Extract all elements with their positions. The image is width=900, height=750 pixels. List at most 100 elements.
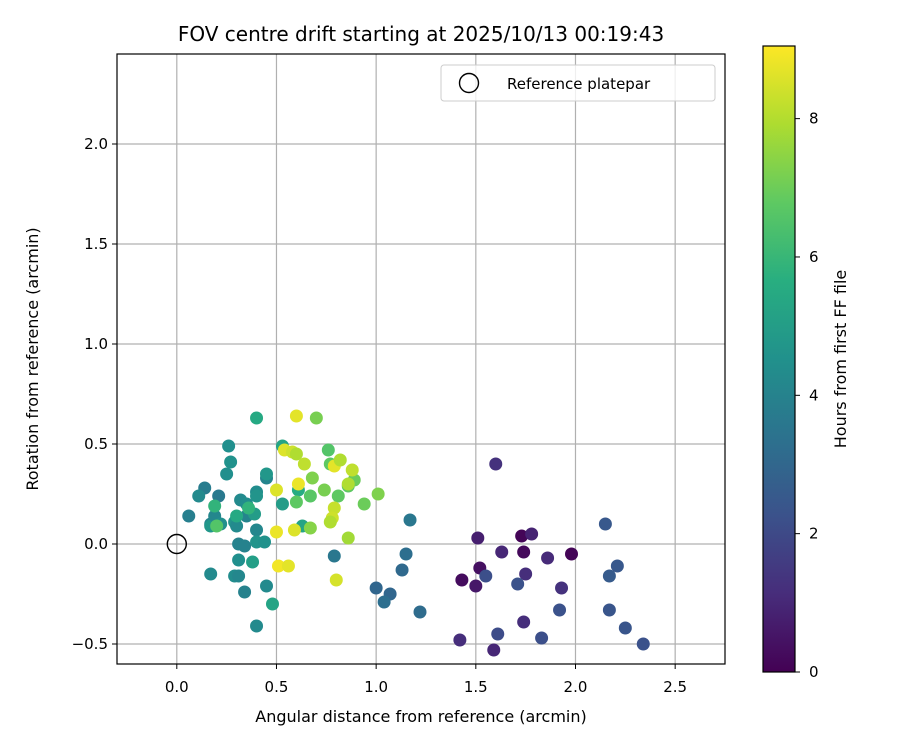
plot-area xyxy=(116,53,726,665)
colorbar-tick-label: 6 xyxy=(809,248,819,266)
data-point xyxy=(222,439,236,453)
data-point xyxy=(238,585,252,599)
data-point xyxy=(250,619,264,633)
x-tick-label: 1.5 xyxy=(464,678,488,696)
data-point xyxy=(517,615,531,629)
data-point xyxy=(525,527,539,541)
data-point xyxy=(258,535,272,549)
data-point xyxy=(453,633,467,647)
data-point xyxy=(491,627,505,641)
data-point xyxy=(327,549,341,563)
colorbar: 0 2 4 6 8 Hours from first FF file xyxy=(762,45,850,681)
data-point xyxy=(323,515,337,529)
data-point xyxy=(487,643,501,657)
data-point xyxy=(403,513,417,527)
colorbar-ticks: 0 2 4 6 8 xyxy=(795,110,819,681)
data-point xyxy=(519,567,533,581)
data-point xyxy=(321,443,335,457)
colorbar-gradient xyxy=(762,45,796,673)
data-point xyxy=(369,581,383,595)
y-tick-label: 2.0 xyxy=(84,135,108,153)
data-point xyxy=(541,551,555,565)
y-tick-label: 0.0 xyxy=(84,535,108,553)
data-point xyxy=(269,525,283,539)
legend: Reference platepar xyxy=(440,64,716,102)
colorbar-tick-label: 8 xyxy=(809,110,819,128)
data-point xyxy=(515,529,529,543)
data-point xyxy=(250,411,264,425)
data-point xyxy=(297,457,311,471)
data-point xyxy=(271,559,285,573)
legend-reference-marker-icon xyxy=(458,72,480,94)
data-point xyxy=(204,567,218,581)
grid xyxy=(117,54,725,664)
colorbar-tick-label: 0 xyxy=(809,663,819,681)
data-point xyxy=(275,497,289,511)
data-point xyxy=(289,495,303,509)
data-point xyxy=(232,553,246,567)
data-point xyxy=(327,501,341,515)
y-tick-label: 1.0 xyxy=(84,335,108,353)
data-point xyxy=(208,499,222,513)
colorbar-tick-label: 2 xyxy=(809,525,819,543)
data-point xyxy=(399,547,413,561)
y-axis-ticks: −0.5 0.0 0.5 1.0 1.5 2.0 xyxy=(72,135,117,653)
data-point xyxy=(479,569,493,583)
data-point xyxy=(192,489,206,503)
data-point xyxy=(269,483,283,497)
data-point xyxy=(535,631,549,645)
data-point xyxy=(517,545,531,559)
data-point xyxy=(395,563,409,577)
data-point xyxy=(610,559,624,573)
data-point xyxy=(602,569,616,583)
data-point xyxy=(553,603,567,617)
data-point xyxy=(309,411,323,425)
data-point xyxy=(265,597,279,611)
y-tick-label: 0.5 xyxy=(84,435,108,453)
data-point xyxy=(329,573,343,587)
data-point xyxy=(565,547,579,561)
y-tick-label: −0.5 xyxy=(72,635,108,653)
y-tick-label: 1.5 xyxy=(84,235,108,253)
data-point xyxy=(555,581,569,595)
x-tick-label: 0.5 xyxy=(265,678,289,696)
data-point xyxy=(230,509,244,523)
data-point xyxy=(210,519,224,533)
legend-box xyxy=(440,64,716,102)
chart-title: FOV centre drift starting at 2025/10/13 … xyxy=(178,22,664,46)
data-point xyxy=(602,603,616,617)
colorbar-tick-label: 4 xyxy=(809,386,819,404)
data-point xyxy=(250,489,264,503)
data-point xyxy=(212,489,226,503)
data-point xyxy=(333,453,347,467)
data-point xyxy=(242,501,256,515)
data-point xyxy=(636,637,650,651)
reference-marker-layer xyxy=(166,533,188,555)
data-point xyxy=(303,521,317,535)
data-point xyxy=(371,487,385,501)
x-axis-label: Angular distance from reference (arcmin) xyxy=(255,707,586,726)
data-point xyxy=(182,509,196,523)
y-axis-label: Rotation from reference (arcmin) xyxy=(23,227,42,490)
data-point xyxy=(238,539,252,553)
data-point xyxy=(471,531,485,545)
x-tick-label: 2.0 xyxy=(564,678,588,696)
data-point xyxy=(232,569,246,583)
data-point xyxy=(305,471,319,485)
data-point xyxy=(260,579,274,593)
data-point xyxy=(413,605,427,619)
data-point xyxy=(489,457,503,471)
data-point xyxy=(230,519,244,533)
data-point xyxy=(220,467,234,481)
data-point xyxy=(281,559,295,573)
data-point xyxy=(250,523,264,537)
data-point xyxy=(511,577,525,591)
data-point xyxy=(289,409,303,423)
data-point xyxy=(287,523,301,537)
data-point xyxy=(469,579,483,593)
data-point xyxy=(345,463,359,477)
data-point xyxy=(341,531,355,545)
legend-entry-label: Reference platepar xyxy=(507,75,651,93)
colorbar-label: Hours from first FF file xyxy=(831,270,850,449)
